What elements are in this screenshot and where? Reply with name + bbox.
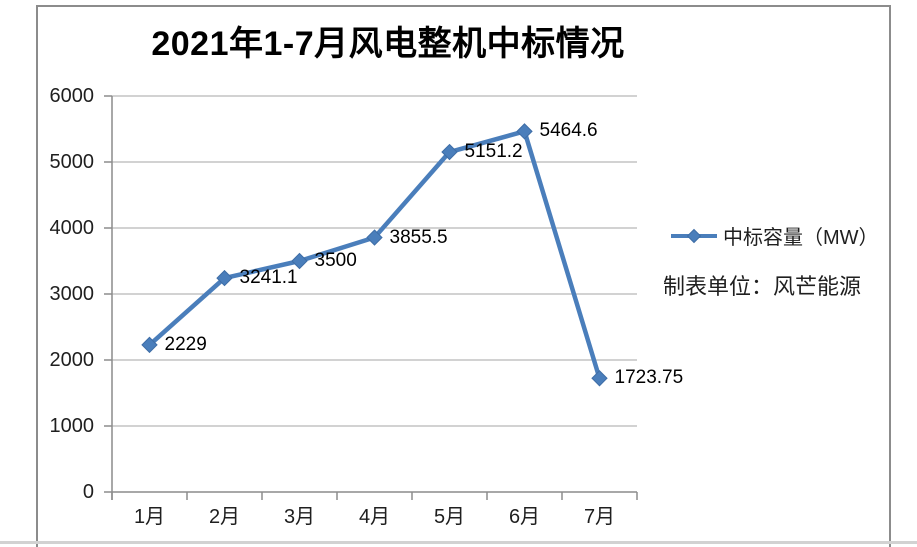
x-axis-category-label: 2月: [208, 506, 241, 528]
chart-title: 2021年1-7月风电整机中标情况: [151, 25, 625, 63]
x-axis-category-label: 7月: [583, 506, 616, 528]
x-axis-category-label: 6月: [508, 506, 541, 528]
data-point-label: 3855.5: [389, 226, 448, 248]
data-point-label: 1723.75: [614, 367, 684, 389]
data-point-marker-icon: [591, 370, 608, 387]
y-axis-tick-label: 4000: [49, 217, 95, 239]
note-text: 制表单位：风芒能源: [663, 274, 862, 299]
data-point-label: 3241.1: [239, 267, 298, 289]
legend-label: 中标容量（MW）: [723, 227, 879, 249]
data-point-marker-icon: [366, 229, 383, 246]
y-axis-tick-label: 6000: [49, 85, 95, 107]
x-axis-category-label: 4月: [358, 506, 391, 528]
chart-frame: 2021年1-7月风电整机中标情况 0 1000 2000 3000 4000 5000 6…: [36, 5, 891, 547]
bottom-divider: [0, 541, 917, 544]
y-axis-tick-label: 0: [82, 481, 94, 503]
data-point-label: 2229: [164, 333, 207, 355]
data-point-label: 3500: [314, 250, 357, 271]
legend: 中标容量（MW）: [670, 221, 879, 250]
plot-area-svg: [104, 95, 638, 500]
y-axis-tick-label: 3000: [49, 283, 95, 305]
legend-line-marker-icon: [671, 228, 717, 243]
y-axis-tick-label: 2000: [49, 349, 95, 371]
data-point-marker-icon: [216, 269, 233, 287]
data-point-marker-icon: [516, 123, 533, 140]
data-point-label: 5464.6: [539, 120, 598, 142]
series-line: [147, 129, 602, 381]
chart-area: 2021年1-7月风电整机中标情况 0 1000 2000 3000 4000 5000 6…: [38, 7, 889, 547]
y-axis-tick-label: 5000: [49, 151, 95, 173]
data-point-marker-icon: [141, 336, 158, 354]
data-point-marker-icon: [441, 143, 458, 161]
x-axis-category-label: 3月: [283, 506, 316, 528]
y-axis-tick-label: 1000: [49, 415, 95, 437]
data-point-label: 5151.2: [464, 141, 523, 163]
data-point-marker-icon: [291, 252, 308, 270]
x-axis-category-label: 1月: [133, 506, 166, 528]
x-axis-category-label: 5月: [433, 506, 466, 528]
